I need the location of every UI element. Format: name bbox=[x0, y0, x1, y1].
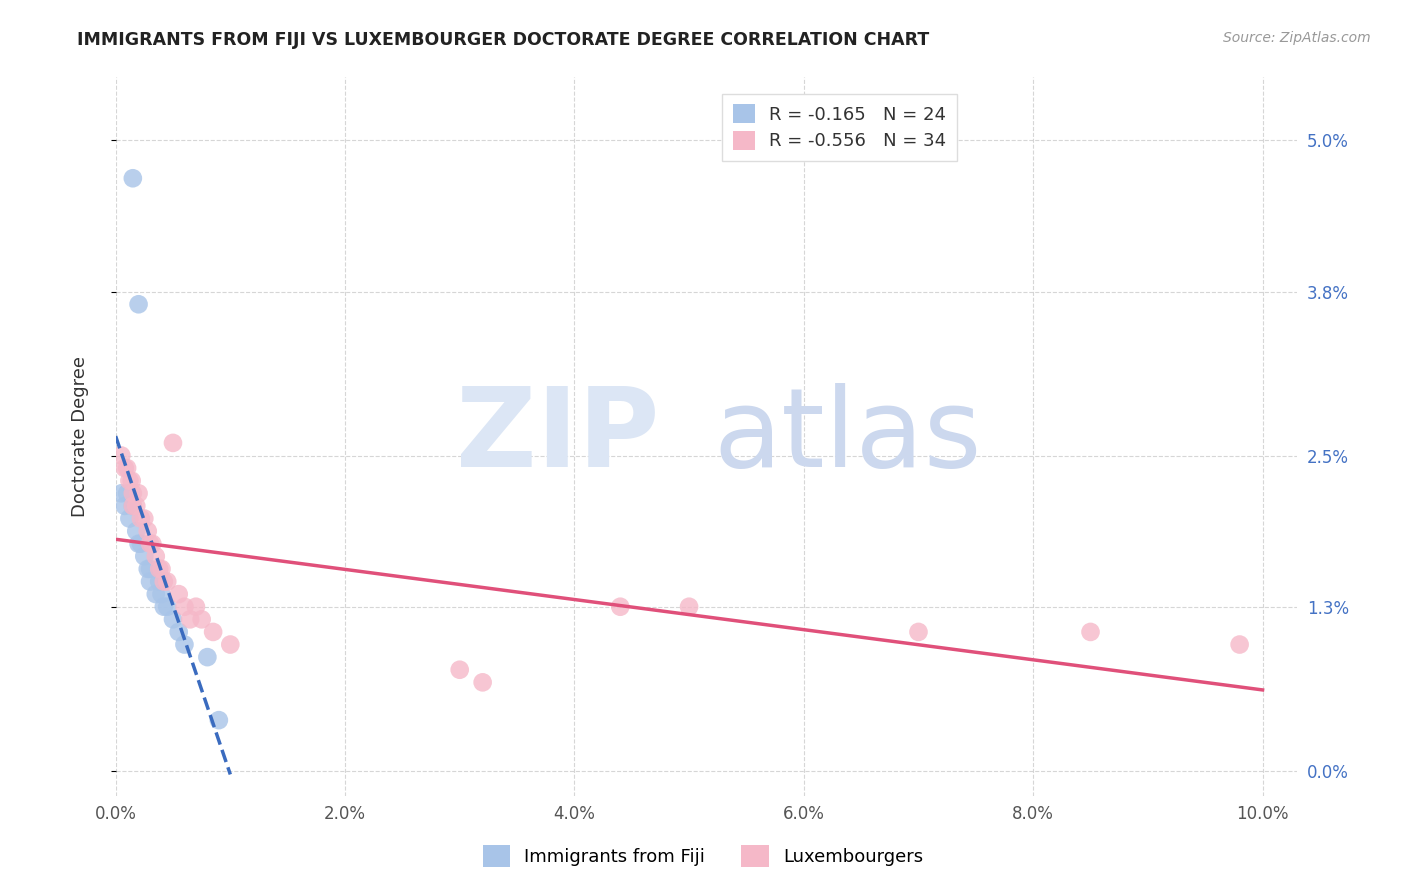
Point bbox=[139, 537, 162, 551]
Text: IMMIGRANTS FROM FIJI VS LUXEMBOURGER DOCTORATE DEGREE CORRELATION CHART: IMMIGRANTS FROM FIJI VS LUXEMBOURGER DOC… bbox=[77, 31, 929, 49]
Text: Source: ZipAtlas.com: Source: ZipAtlas.com bbox=[1223, 31, 1371, 45]
Point bbox=[125, 499, 148, 513]
Point bbox=[121, 499, 143, 513]
Point bbox=[173, 638, 195, 652]
Point bbox=[162, 612, 184, 626]
Point bbox=[173, 599, 195, 614]
Point bbox=[129, 537, 152, 551]
Point bbox=[118, 511, 141, 525]
Point bbox=[136, 562, 159, 576]
Point bbox=[134, 549, 156, 564]
Point bbox=[145, 549, 167, 564]
Point bbox=[121, 171, 143, 186]
Point bbox=[1080, 624, 1102, 639]
Point bbox=[115, 461, 138, 475]
Point bbox=[156, 574, 179, 589]
Point bbox=[139, 562, 162, 576]
Point bbox=[208, 713, 231, 727]
Text: ZIP: ZIP bbox=[456, 383, 659, 490]
Point bbox=[907, 624, 929, 639]
Point bbox=[145, 587, 167, 601]
Point bbox=[128, 486, 150, 500]
Point bbox=[129, 511, 152, 525]
Point bbox=[179, 612, 201, 626]
Point bbox=[190, 612, 212, 626]
Point bbox=[449, 663, 471, 677]
Point bbox=[184, 599, 207, 614]
Point bbox=[678, 599, 700, 614]
Point bbox=[471, 675, 494, 690]
Point bbox=[115, 486, 138, 500]
Legend: R = -0.165   N = 24, R = -0.556   N = 34: R = -0.165 N = 24, R = -0.556 N = 34 bbox=[723, 94, 957, 161]
Point bbox=[121, 474, 143, 488]
Point bbox=[128, 297, 150, 311]
Point bbox=[148, 574, 170, 589]
Point bbox=[195, 650, 218, 665]
Point bbox=[148, 562, 170, 576]
Point bbox=[167, 587, 190, 601]
Point bbox=[202, 624, 225, 639]
Point bbox=[141, 537, 163, 551]
Point bbox=[121, 499, 143, 513]
Point bbox=[136, 524, 159, 538]
Point bbox=[125, 524, 148, 538]
Point bbox=[114, 499, 136, 513]
Point bbox=[150, 562, 173, 576]
Point bbox=[153, 574, 176, 589]
Point bbox=[121, 486, 143, 500]
Point bbox=[167, 624, 190, 639]
Point bbox=[134, 511, 156, 525]
Point bbox=[162, 436, 184, 450]
Point bbox=[609, 599, 631, 614]
Point bbox=[153, 599, 176, 614]
Y-axis label: Doctorate Degree: Doctorate Degree bbox=[72, 356, 89, 517]
Point bbox=[118, 474, 141, 488]
Point bbox=[110, 449, 132, 463]
Point bbox=[156, 599, 179, 614]
Legend: Immigrants from Fiji, Luxembourgers: Immigrants from Fiji, Luxembourgers bbox=[475, 838, 931, 874]
Point bbox=[219, 638, 242, 652]
Point bbox=[110, 486, 132, 500]
Point bbox=[114, 461, 136, 475]
Point bbox=[139, 574, 162, 589]
Point bbox=[128, 537, 150, 551]
Point bbox=[150, 587, 173, 601]
Point bbox=[1229, 638, 1251, 652]
Text: atlas: atlas bbox=[714, 383, 983, 490]
